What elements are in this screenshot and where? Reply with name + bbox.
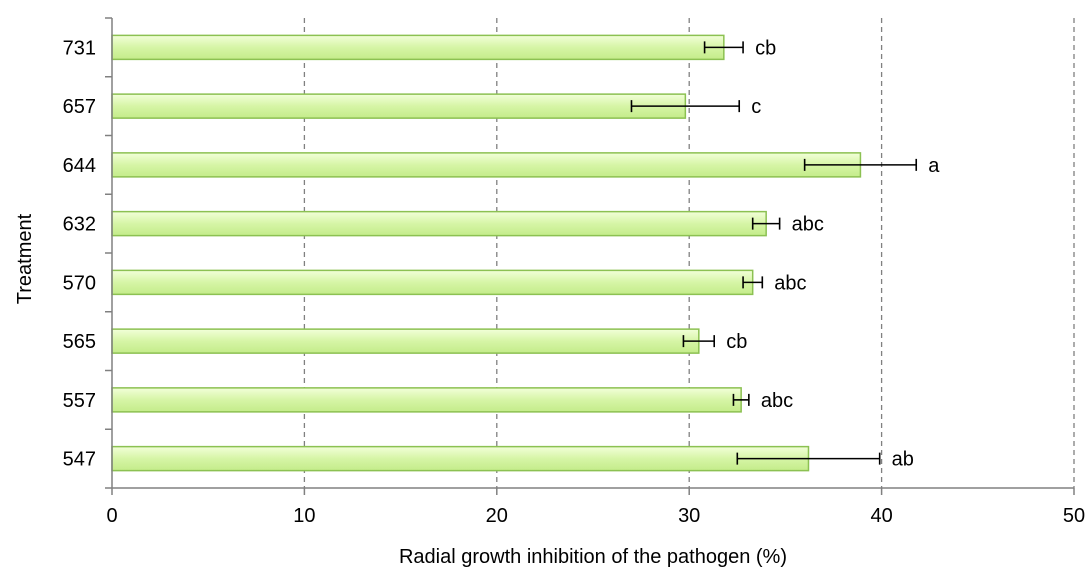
error-bars <box>630 41 918 465</box>
bar-547 <box>111 445 810 472</box>
significance-label-644: a <box>928 155 940 177</box>
x-tick-label: 20 <box>486 505 508 527</box>
y-tick-label-557: 557 <box>63 390 96 412</box>
x-axis-title: Radial growth inhibition of the pathogen… <box>399 546 787 568</box>
axes <box>105 17 1075 495</box>
significance-label-547: ab <box>892 449 914 471</box>
y-tick-label-547: 547 <box>63 449 96 471</box>
y-tick-label-570: 570 <box>63 272 96 294</box>
x-tick-label: 0 <box>106 505 117 527</box>
y-tick-label-731: 731 <box>63 37 96 59</box>
x-tick-label: 30 <box>678 505 700 527</box>
y-axis-title: Treatment <box>14 213 36 304</box>
significance-label-657: c <box>751 96 761 118</box>
bar-570 <box>111 269 754 296</box>
y-tick-label-565: 565 <box>63 331 96 353</box>
bar-731 <box>111 34 725 61</box>
x-tick-label: 50 <box>1063 505 1085 527</box>
y-tick-label-644: 644 <box>63 155 96 177</box>
y-tick-label-657: 657 <box>63 96 96 118</box>
x-tick-label: 10 <box>293 505 315 527</box>
significance-label-731: cb <box>755 37 776 59</box>
bar-632 <box>111 210 767 237</box>
x-tick-label: 40 <box>870 505 892 527</box>
significance-label-570: abc <box>774 272 806 294</box>
significance-label-565: cb <box>726 331 747 353</box>
significance-label-557: abc <box>761 390 793 412</box>
bar-565 <box>111 328 700 354</box>
grid-lines <box>303 18 1075 488</box>
bar-557 <box>111 387 742 413</box>
labels: 0 10 20 30 40 50 547 ab 557 abc 565 cb 570 abc 632 abc 6… <box>63 37 1086 527</box>
significance-label-632: abc <box>792 214 824 236</box>
bars <box>111 34 862 472</box>
y-tick-label-632: 632 <box>63 214 96 236</box>
bar-657 <box>111 93 687 119</box>
bar-644 <box>111 152 862 178</box>
